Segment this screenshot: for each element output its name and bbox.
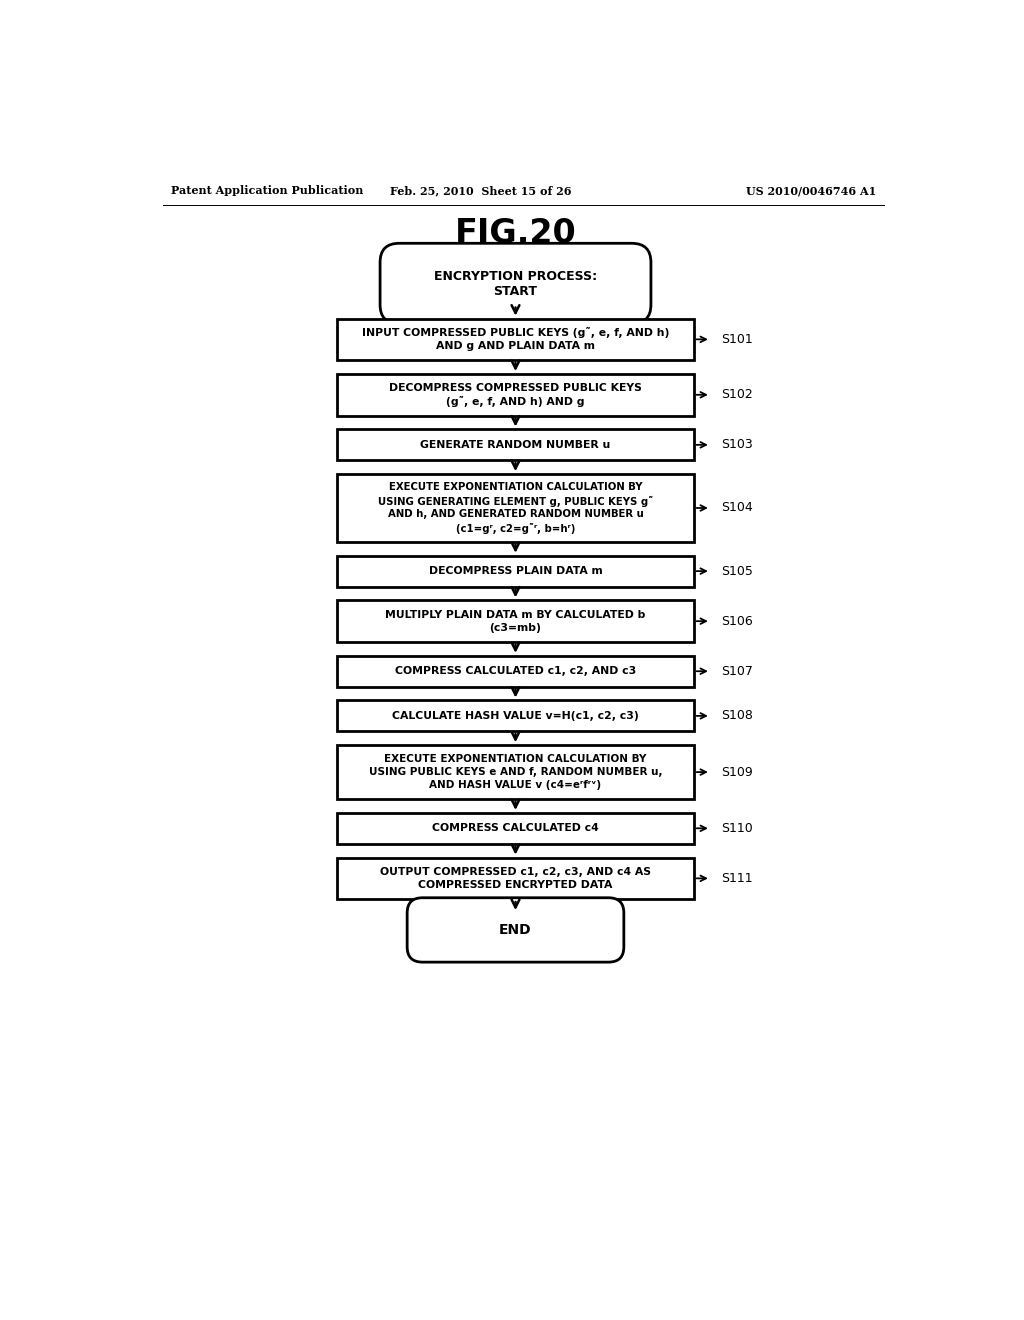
Text: END: END [499,923,531,937]
FancyBboxPatch shape [337,701,693,731]
Text: Patent Application Publication: Patent Application Publication [171,185,362,197]
Text: GENERATE RANDOM NUMBER u: GENERATE RANDOM NUMBER u [421,440,610,450]
Text: S102: S102 [721,388,753,401]
Text: COMPRESS CALCULATED c1, c2, AND c3: COMPRESS CALCULATED c1, c2, AND c3 [395,667,636,676]
Text: OUTPUT COMPRESSED c1, c2, c3, AND c4 AS
COMPRESSED ENCRYPTED DATA: OUTPUT COMPRESSED c1, c2, c3, AND c4 AS … [380,867,651,890]
FancyBboxPatch shape [337,474,693,543]
Text: COMPRESS CALCULATED c4: COMPRESS CALCULATED c4 [432,824,599,833]
Text: S103: S103 [721,438,753,451]
FancyBboxPatch shape [337,556,693,586]
Text: S106: S106 [721,615,753,628]
Text: FIG.20: FIG.20 [455,218,577,251]
FancyBboxPatch shape [337,656,693,686]
Text: ENCRYPTION PROCESS:
START: ENCRYPTION PROCESS: START [434,269,597,297]
Text: MULTIPLY PLAIN DATA m BY CALCULATED b
(c3=mb): MULTIPLY PLAIN DATA m BY CALCULATED b (c… [385,610,646,632]
FancyBboxPatch shape [337,813,693,843]
FancyBboxPatch shape [337,601,693,642]
Text: EXECUTE EXPONENTIATION CALCULATION BY
USING GENERATING ELEMENT g, PUBLIC KEYS g˜: EXECUTE EXPONENTIATION CALCULATION BY US… [378,482,653,533]
Text: S110: S110 [721,822,753,834]
FancyBboxPatch shape [337,858,693,899]
Text: Feb. 25, 2010  Sheet 15 of 26: Feb. 25, 2010 Sheet 15 of 26 [390,185,571,197]
Text: S104: S104 [721,502,753,515]
FancyBboxPatch shape [337,374,693,416]
Text: US 2010/0046746 A1: US 2010/0046746 A1 [745,185,876,197]
FancyBboxPatch shape [337,318,693,360]
Text: S107: S107 [721,665,753,677]
Text: DECOMPRESS PLAIN DATA m: DECOMPRESS PLAIN DATA m [429,566,602,576]
Text: S108: S108 [721,709,753,722]
Text: DECOMPRESS COMPRESSED PUBLIC KEYS
(g˜, e, f, AND h) AND g: DECOMPRESS COMPRESSED PUBLIC KEYS (g˜, e… [389,383,642,407]
Text: S111: S111 [721,871,753,884]
FancyBboxPatch shape [337,746,693,799]
Text: CALCULATE HASH VALUE v=H(c1, c2, c3): CALCULATE HASH VALUE v=H(c1, c2, c3) [392,711,639,721]
FancyBboxPatch shape [337,429,693,461]
Text: S101: S101 [721,333,753,346]
Text: S109: S109 [721,766,753,779]
FancyBboxPatch shape [408,898,624,962]
Text: INPUT COMPRESSED PUBLIC KEYS (g˜, e, f, AND h)
AND g AND PLAIN DATA m: INPUT COMPRESSED PUBLIC KEYS (g˜, e, f, … [361,327,670,351]
Text: EXECUTE EXPONENTIATION CALCULATION BY
USING PUBLIC KEYS e AND f, RANDOM NUMBER u: EXECUTE EXPONENTIATION CALCULATION BY US… [369,754,663,789]
Text: S105: S105 [721,565,753,578]
FancyBboxPatch shape [380,243,651,323]
